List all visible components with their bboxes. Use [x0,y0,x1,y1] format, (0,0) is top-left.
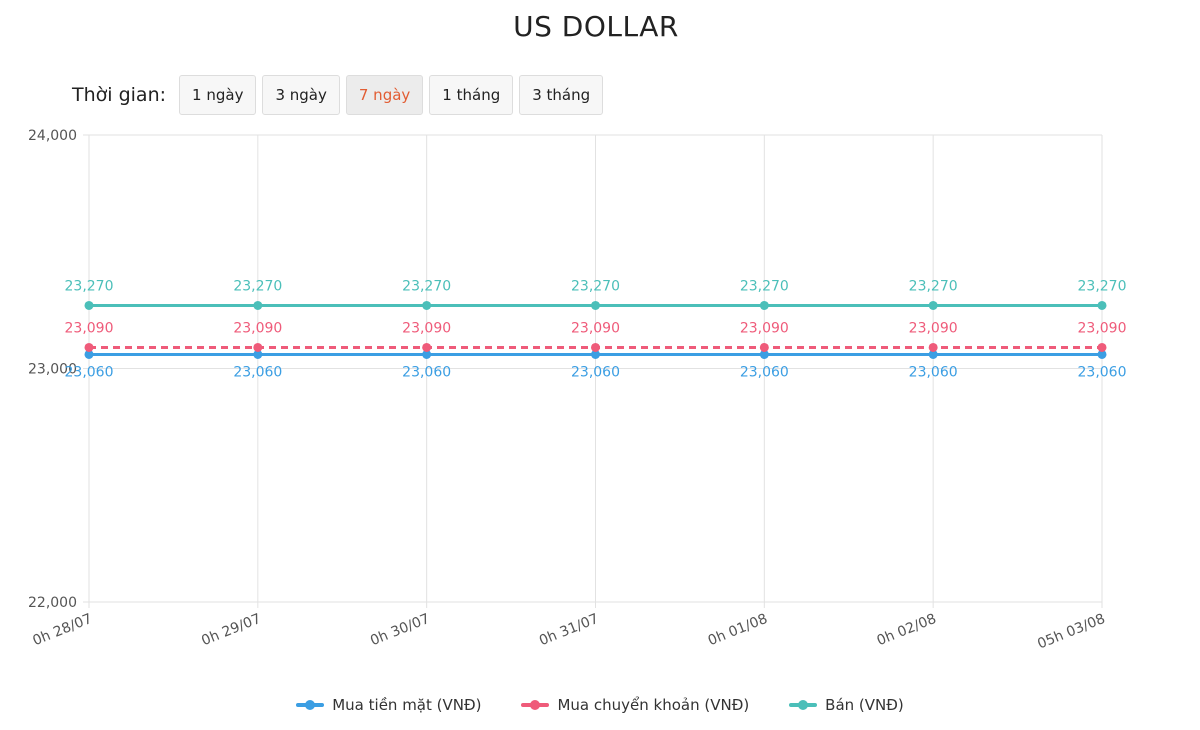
legend-label-sell: Bán (VNĐ) [825,696,904,714]
data-point [759,300,769,310]
data-label: 23,060 [233,364,282,380]
range-3-month-button[interactable]: 3 tháng [519,75,604,115]
legend-item-sell[interactable]: Bán (VNĐ) [789,696,904,714]
y-tick-label: 22,000 [28,595,77,611]
data-point [591,349,600,359]
data-point [1097,349,1107,359]
data-point [1097,300,1107,310]
data-point [928,300,938,310]
x-tick-label: 0h 29/07 [199,611,263,649]
data-point [591,342,600,352]
legend-dot [530,700,541,710]
data-point [422,300,432,310]
time-range-selector: Thời gian: 1 ngày 3 ngày 7 ngày 1 tháng … [72,74,609,116]
x-tick-label: 0h 30/07 [368,611,432,649]
legend-swatch-cash-buy [296,698,325,712]
legend-swatch-sell [789,698,818,712]
legend-item-transfer-buy[interactable]: Mua chuyển khoản (VNĐ) [521,696,749,714]
data-label: 23,270 [571,278,620,294]
exchange-rate-line-chart: 22,000 23,000 24,000 0h 28/07 0h 29/07 0h 30/… [28,128,1127,653]
range-1-month-button[interactable]: 1 tháng [429,75,514,115]
data-label: 23,060 [909,364,958,380]
data-label: 23,090 [402,320,451,336]
data-point [591,300,600,310]
data-label: 23,090 [233,320,282,336]
data-point [84,300,94,310]
data-label: 23,090 [65,320,114,336]
x-tick-label: 05h 03/08 [1035,611,1107,653]
page-title: US DOLLAR [513,10,679,43]
data-point [253,342,263,352]
y-tick-label: 24,000 [28,128,77,144]
data-label: 23,090 [909,320,958,336]
data-label: 23,270 [65,278,114,294]
chart-legend: Mua tiền mặt (VNĐ) Mua chuyển khoản (VNĐ… [0,696,1200,714]
data-point [253,349,263,359]
x-tick-label: 0h 02/08 [875,611,939,649]
data-point [422,349,432,359]
data-label: 23,270 [402,278,451,294]
y-tick-label: 23,000 [28,362,77,378]
legend-swatch-transfer-buy [521,698,550,712]
range-1-day-button[interactable]: 1 ngày [179,75,257,115]
legend-label-cash-buy: Mua tiền mặt (VNĐ) [332,696,482,714]
data-label: 23,090 [1078,320,1127,336]
x-tick-label: 0h 31/07 [537,611,601,649]
data-label: 23,060 [571,364,620,380]
data-label: 23,060 [740,364,789,380]
data-point [928,342,938,352]
data-point [422,342,432,352]
data-label: 23,090 [740,320,789,336]
data-label: 23,060 [65,364,114,380]
x-tick-label: 0h 28/07 [30,611,94,649]
legend-dot [305,700,316,710]
data-point [253,300,263,310]
data-label: 23,270 [233,278,282,294]
data-label: 23,270 [1078,278,1127,294]
x-tick-label: 0h 01/08 [706,611,770,649]
legend-label-transfer-buy: Mua chuyển khoản (VNĐ) [557,696,750,714]
data-label: 23,060 [402,364,451,380]
data-label: 23,270 [909,278,958,294]
data-point [84,342,94,352]
data-point [759,349,769,359]
data-point [84,349,94,359]
data-point [759,342,769,352]
data-point [928,349,938,359]
data-point [1097,342,1107,352]
range-3-day-button[interactable]: 3 ngày [262,75,340,115]
data-label: 23,060 [1078,364,1127,380]
range-7-day-button[interactable]: 7 ngày [345,75,424,115]
time-range-label: Thời gian: [72,84,167,106]
legend-dot [798,700,809,710]
data-label: 23,270 [740,278,789,294]
legend-item-cash-buy[interactable]: Mua tiền mặt (VNĐ) [296,696,481,714]
data-label: 23,090 [571,320,620,336]
